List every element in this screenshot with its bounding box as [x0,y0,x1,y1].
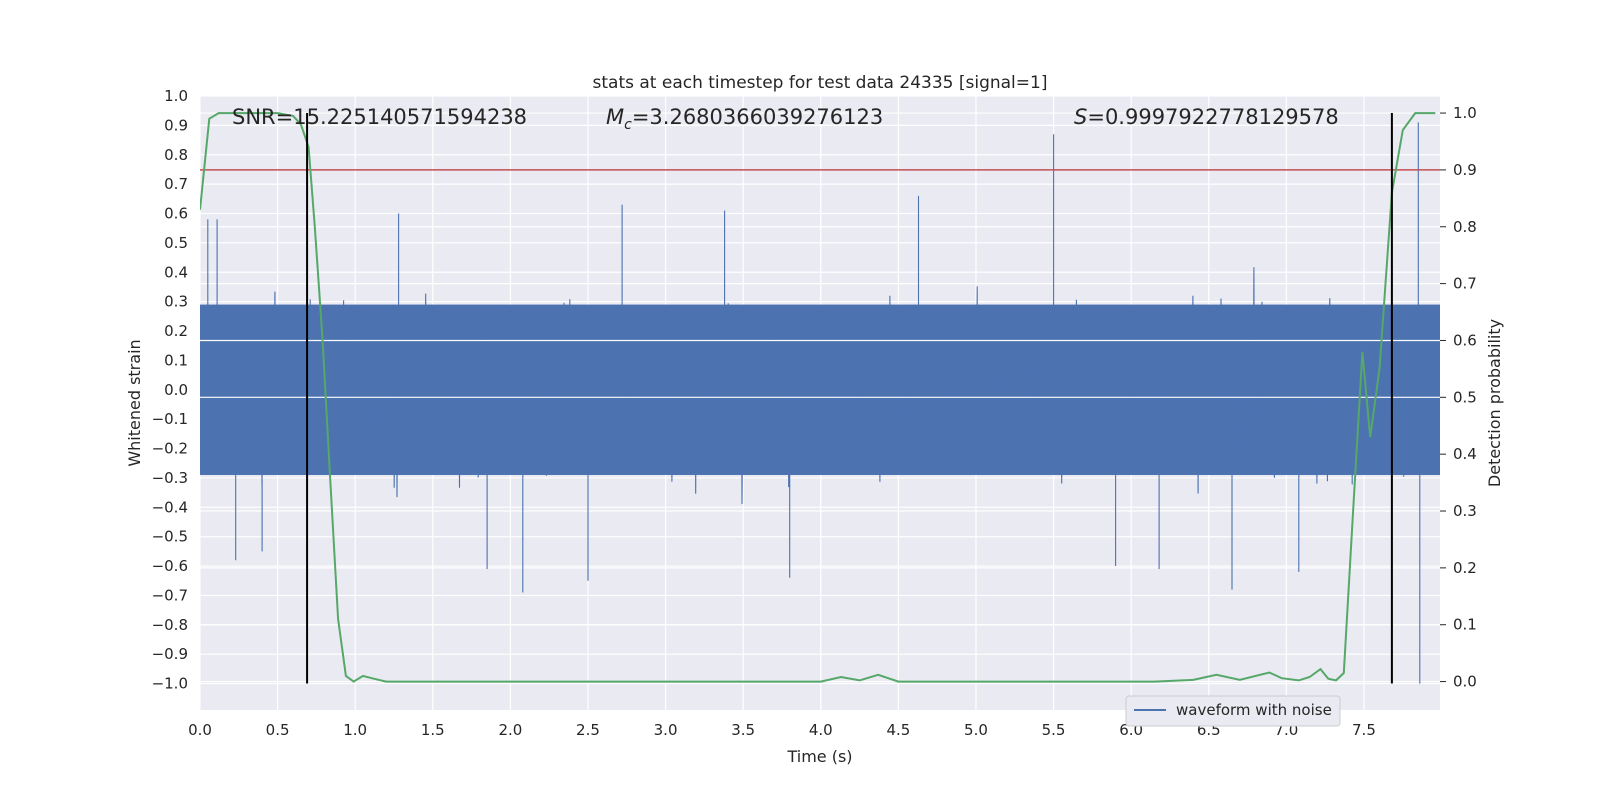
legend: waveform with noise [1125,695,1341,727]
y-tick-label: 0.6 [164,205,188,223]
y-tick-labels: 1.0 0.9 0.8 0.7 0.6 0.5 0.4 0.3 0.2 0.1 0.0 −0.1 −0.… [152,87,188,693]
chirp-mass-subscript: c [624,117,632,133]
vertical-markers [306,113,1393,684]
y-tick-label: 0.4 [164,263,188,281]
y-tick-label: −0.4 [152,498,188,516]
y-tick-label: 0.0 [164,381,188,399]
y2-tick-label: 0.6 [1453,331,1477,349]
chirp-mass-symbol: M [606,105,624,129]
y-tick-label: 0.2 [164,322,188,340]
y-tick-label: −0.5 [152,528,188,546]
statistic-value: =0.9997922778129578 [1087,105,1338,129]
x-tick-label: 0.5 [266,721,290,739]
y2-axis-label: Detection probability [1485,319,1504,487]
y-tick-label: 0.8 [164,146,188,164]
y2-tick-label: 0.9 [1453,161,1477,179]
x-tick-label: 1.0 [343,721,367,739]
x-tick-label: 4.0 [809,721,833,739]
y-tick-label: −0.2 [152,440,188,458]
statistic-symbol: S [1074,105,1087,129]
y2-tick-label: 0.8 [1453,218,1477,236]
y-tick-label: 0.5 [164,234,188,252]
y2-tick-label: 0.1 [1453,616,1477,634]
y-tick-label: 0.3 [164,293,188,311]
y2-tick-label: 0.5 [1453,388,1477,406]
snr-annotation: SNR=15.225140571594238 [232,105,527,129]
y2-tick-label: 1.0 [1453,104,1477,122]
y-axis-label: Whitened strain [125,339,144,466]
x-tick-label: 5.0 [964,721,988,739]
x-tick-label: 5.5 [1042,721,1066,739]
waveform-series [200,122,1440,684]
x-axis-label: Time (s) [786,747,852,766]
y2-tick-label: 0.0 [1453,673,1477,691]
y-tick-label: −0.1 [152,410,188,428]
chirp-mass-value: =3.2680366039276123 [632,105,883,129]
x-tick-label: 0.0 [188,721,212,739]
x-tick-label: 4.5 [886,721,910,739]
x-tick-labels: 0.0 0.5 1.0 1.5 2.0 2.5 3.0 3.5 4.0 4.5 5.0 5.5 6.0 6… [188,721,1376,739]
x-tick-label: 1.5 [421,721,445,739]
x-tick-label: 3.5 [731,721,755,739]
y2-tick-label: 0.7 [1453,275,1477,293]
y-tick-label: 1.0 [164,87,188,105]
y-tick-label: −0.6 [152,557,188,575]
x-tick-label: 3.0 [654,721,678,739]
x-tick-label: 2.5 [576,721,600,739]
y-tick-label: 0.1 [164,351,188,369]
legend-label: waveform with noise [1176,701,1332,719]
chirp-mass-annotation: Mc=3.2680366039276123 [606,105,883,133]
y-tick-label: −0.9 [152,645,188,663]
x-tick-label: 7.5 [1352,721,1376,739]
y-tick-label: −0.8 [152,616,188,634]
legend-box [1125,695,1341,727]
y2-tick-label: 0.3 [1453,502,1477,520]
y2-tick-labels: 1.0 0.9 0.8 0.7 0.6 0.5 0.4 0.3 0.2 0.1 0.0 [1440,104,1477,691]
y2-tick-label: 0.2 [1453,559,1477,577]
probability-series [200,112,1436,683]
x-tick-label: 2.0 [498,721,522,739]
y-tick-label: −1.0 [152,675,188,693]
y-tick-label: 0.7 [164,175,188,193]
statistic-annotation: S=0.9997922778129578 [1074,105,1339,129]
chart-title: stats at each timestep for test data 243… [593,73,1048,93]
y-tick-label: −0.3 [152,469,188,487]
y-tick-label: −0.7 [152,586,188,604]
y2-tick-label: 0.4 [1453,445,1477,463]
y-tick-label: 0.9 [164,116,188,134]
